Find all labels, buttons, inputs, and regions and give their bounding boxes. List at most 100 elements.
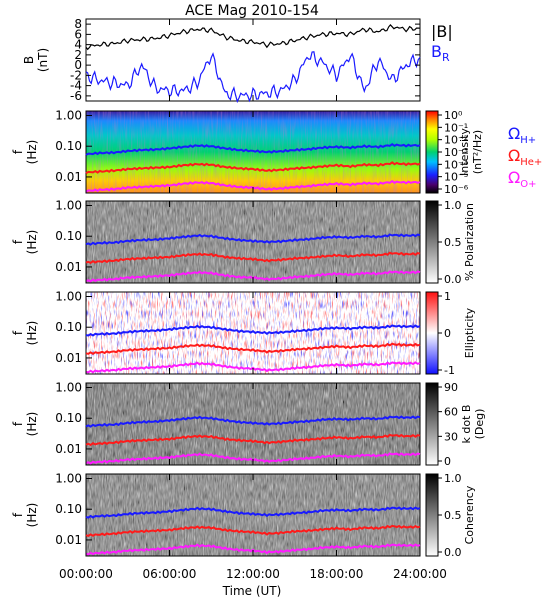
colorbar-tick-label: 0.0 — [444, 546, 462, 559]
colorbar-tick-label: 10⁻³ — [444, 146, 468, 159]
gyro-line-he_hz — [85, 524, 421, 537]
gyro-line-h_hz — [85, 142, 421, 156]
b-ytick-label: -4 — [70, 79, 82, 93]
ellipticity-colorbar — [425, 291, 439, 375]
freq-tick-label: 1.00 — [55, 108, 82, 122]
colorbar-tick-label: 10⁻⁴ — [444, 158, 469, 171]
freq-axis-label: f — [11, 330, 25, 335]
colorbar-tick-label: 60 — [444, 406, 458, 419]
freq-tick-label: 0.10 — [55, 229, 82, 243]
colorbar-tick-label: 1.0 — [444, 472, 462, 485]
colorbar-tick-label: 0 — [444, 455, 451, 468]
gyro-line-he_hz — [85, 161, 421, 175]
legend-he: ΩHe+ — [508, 146, 542, 168]
b-series-group — [85, 24, 421, 104]
colorbar-tick-label: 10⁻¹ — [444, 121, 468, 134]
time-tick-label: 12:00:00 — [226, 567, 280, 581]
gyro-line-h_hz — [85, 233, 421, 246]
gyro-line-o_hz — [85, 361, 421, 374]
colorbar-tick-label: 1.0 — [444, 199, 462, 212]
time-tick-label: 06:00:00 — [143, 567, 197, 581]
coherency-label: Coherency — [463, 485, 476, 544]
freq-tick-label: 0.01 — [55, 351, 82, 365]
gyro-line-he_hz — [85, 433, 421, 447]
figure-title: ACE Mag 2010-154 — [185, 3, 319, 19]
b-series-line-1 — [85, 51, 421, 104]
freq-tick-label: 0.01 — [55, 170, 82, 184]
freq-axis-label: f — [11, 239, 25, 244]
colorbar-tick-label: 0.5 — [444, 509, 462, 522]
colorbar-tick-label: 90 — [444, 381, 458, 394]
gyro-line-he_hz — [85, 251, 421, 265]
kdotb-label: k dot B — [460, 405, 473, 444]
time-tick-label: 00:00:00 — [59, 567, 113, 581]
colorbar-tick-label: 10⁻⁵ — [444, 171, 468, 184]
gyro-line-h_hz — [85, 506, 421, 519]
legend-o: ΩO+ — [508, 168, 536, 190]
b-ytick-label: 4 — [74, 38, 82, 52]
freq-axis-unit: (Hz) — [25, 503, 39, 528]
freq-tick-label: 1.00 — [55, 289, 82, 303]
coherency-texture — [86, 474, 420, 556]
colorbar-tick-label: 0.5 — [444, 236, 462, 249]
gyro-line-he_hz — [85, 342, 421, 355]
coherency-panel: Coherency — [85, 473, 476, 557]
time-axis: 00:00:00 06:00:00 12:00:00 18:00:00 24:00:00 — [59, 19, 447, 581]
intensity-label: Intensity — [458, 128, 471, 176]
colorbar-tick-label: 10⁰ — [444, 109, 463, 122]
freq-tick-label: 0.01 — [55, 260, 82, 274]
polarization-colorbar — [425, 200, 439, 284]
freq-tick-label: 0.10 — [55, 502, 82, 516]
intensity-unit: (nT²/Hz) — [471, 130, 484, 174]
x-axis-label: Time (UT) — [222, 584, 282, 598]
ellipticity-label: Ellipticity — [463, 307, 476, 358]
b-ytick-label: 6 — [74, 27, 82, 41]
freq-axis-label: f — [11, 512, 25, 517]
b-series-line-0 — [85, 24, 421, 51]
gyro-line-o_hz — [85, 543, 421, 556]
freq-tick-label: 0.01 — [55, 442, 82, 456]
freq-axis-unit: (Hz) — [25, 412, 39, 437]
time-tick-label: 24:00:00 — [393, 567, 447, 581]
gyro-line-h_hz — [85, 324, 421, 337]
colorbar-tick-label: 0 — [444, 327, 451, 340]
b-ytick-label: 2 — [74, 48, 82, 62]
gyro-line-h_hz — [85, 415, 421, 428]
b-ylabel: B — [22, 56, 36, 64]
coherency-colorbar — [425, 473, 439, 557]
freq-tick-label: 0.01 — [55, 533, 82, 547]
freq-axis-unit: (Hz) — [25, 230, 39, 255]
b-ytick-label: -2 — [70, 68, 82, 82]
b-yunit: (nT) — [36, 48, 50, 72]
freq-tick-label: 0.10 — [55, 411, 82, 425]
intensity-colorbar — [425, 110, 439, 194]
ellipticity-panel: Ellipticity — [85, 291, 476, 375]
b-ytick-label: 0 — [74, 58, 82, 72]
freq-tick-label: 0.10 — [55, 320, 82, 334]
freq-axis-unit: (Hz) — [25, 321, 39, 346]
colorbar-tick-label: 10⁻² — [444, 134, 468, 147]
colorbar-tick-label: 30 — [444, 430, 458, 443]
freq-axis-unit: (Hz) — [25, 140, 39, 165]
legend-h: ΩH+ — [508, 124, 536, 146]
freq-tick-label: 1.00 — [55, 471, 82, 485]
freq-tick-label: 1.00 — [55, 198, 82, 212]
kdotb-unit: (Deg) — [473, 409, 486, 440]
legend-babs: |B| — [431, 22, 453, 41]
frequency-axes: 1.000.100.01f (Hz)1.000.100.01f (Hz)1.000.… — [11, 108, 92, 547]
b-ytick-label: -6 — [70, 89, 82, 103]
freq-axis-label: f — [11, 421, 25, 426]
freq-tick-label: 0.10 — [55, 139, 82, 153]
legend-br: BR — [431, 42, 450, 64]
freq-axis-label: f — [11, 149, 25, 154]
freq-tick-label: 1.00 — [55, 380, 82, 394]
polarization-label: % Polarization — [463, 203, 476, 281]
time-tick-label: 18:00:00 — [310, 567, 364, 581]
b-ytick-label: 8 — [74, 17, 82, 31]
ellipticity-blue-texture — [86, 292, 420, 374]
colorbar-tick-label: -1 — [444, 364, 455, 377]
